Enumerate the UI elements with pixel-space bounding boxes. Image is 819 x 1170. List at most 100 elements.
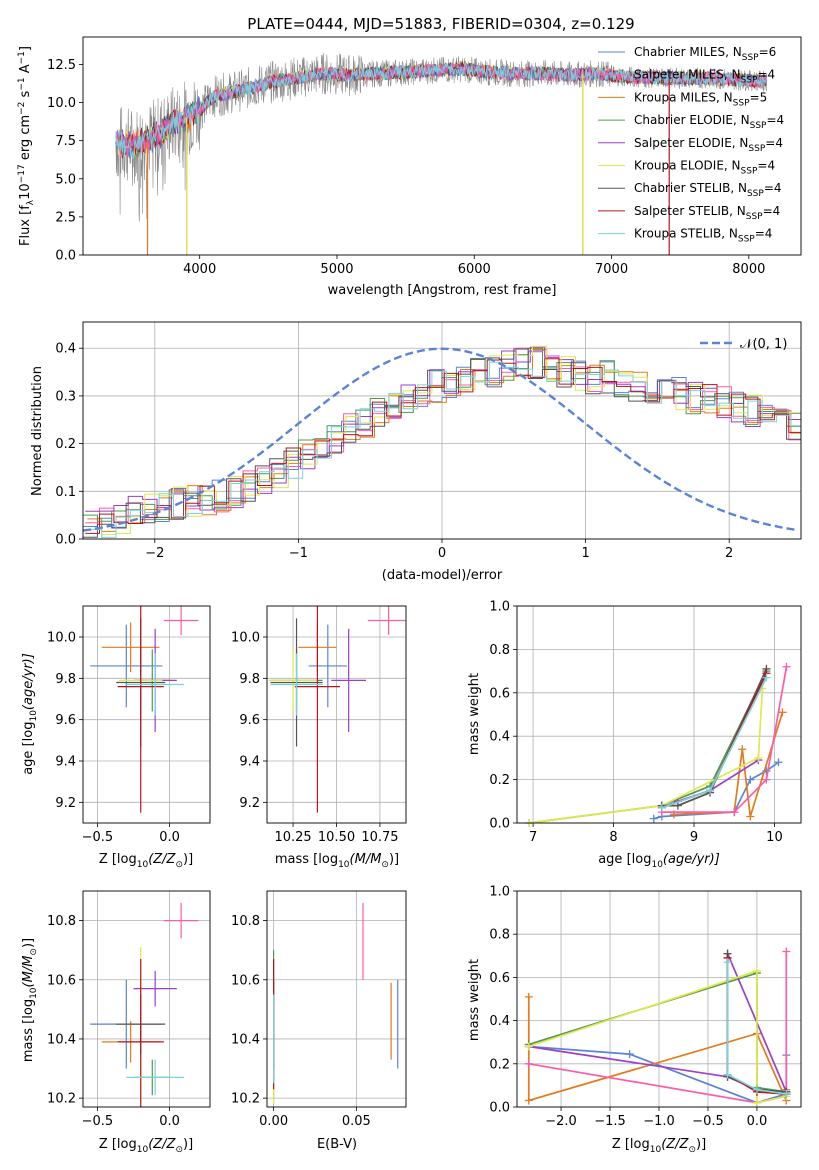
ageZ-ytick-label: 9.2 — [55, 796, 76, 811]
massE-xtick-label: 0.00 — [259, 1114, 288, 1129]
spectrum-xtick-label: 8000 — [732, 262, 765, 277]
spectrum-xlabel: wavelength [Angstrom, rest frame] — [328, 283, 557, 298]
wZ-marker — [752, 966, 761, 975]
spectrum-ytick-label: 5.0 — [55, 172, 76, 187]
legend-entry-label: Kroupa ELODIE, NSSP=4 — [634, 159, 775, 177]
wZ-marker — [723, 1070, 732, 1079]
hist-normal-curve — [83, 347, 799, 532]
massZ-ytick-label: 10.6 — [47, 973, 76, 988]
ageM-ytick-label: 9.6 — [239, 713, 260, 728]
plot-area: 4000 5000 6000 7000 80000.02.55.07.510.012.5… — [17, 36, 802, 1155]
spectrum-xtick-label: 6000 — [458, 262, 491, 277]
wZ-ytick-label: 0.4 — [489, 1014, 510, 1029]
wAge-marker — [774, 758, 783, 767]
wAge-ytick-label: 0.0 — [489, 817, 510, 832]
massZ-ytick-label: 10.8 — [47, 914, 76, 929]
wAge-ytick-label: 0.4 — [489, 730, 510, 745]
wAge-ytick-label: 0.6 — [489, 686, 510, 701]
massE-frame — [266, 890, 407, 1108]
ageZ-points — [90, 606, 199, 813]
wZ-xtick-label: −1.5 — [594, 1114, 626, 1129]
wAge-marker — [730, 808, 739, 817]
wAge-marker — [738, 745, 747, 754]
hist-ytick-label: 0.2 — [55, 437, 76, 452]
ageZ-axes: −0.5 0.0 9.2 9.4 9.6 9.8 10.0 — [47, 606, 210, 845]
wAge-xtick-label: 8 — [609, 830, 617, 845]
wAge-line — [528, 688, 764, 824]
spectrum-xtick-label: 4000 — [183, 262, 216, 277]
ageZ-xlabel: Z [log10(Z/Z⊙)] — [99, 852, 193, 870]
spectrum-ytick-label: 0.0 — [55, 249, 76, 264]
massE-xtick-label: 0.05 — [342, 1114, 371, 1129]
wAge-marker — [706, 786, 715, 795]
ageM-ytick-label: 9.8 — [239, 672, 260, 687]
wZ-xtick-label: −2.0 — [545, 1114, 577, 1129]
wAge-marker — [762, 775, 771, 784]
ageM-xtick-label: 10.50 — [318, 830, 355, 845]
wZ-ytick-label: 1.0 — [489, 885, 510, 900]
spectrum-xtick-label: 5000 — [320, 262, 353, 277]
legend-entry-label: Salpeter STELIB, NSSP=4 — [634, 204, 780, 222]
wAge-marker — [657, 803, 666, 812]
massE-ytick-label: 10.8 — [231, 914, 260, 929]
ageM-ytick-label: 10.0 — [231, 631, 260, 646]
wAge-ytick-label: 1.0 — [489, 600, 510, 615]
spectrum-model-kroupa_stelib — [115, 63, 768, 159]
legend-entry-label: Salpeter ELODIE, NSSP=4 — [634, 136, 783, 154]
wZ-xtick-label: 0.0 — [747, 1114, 768, 1129]
wZ-ylabel: mass weight — [467, 959, 482, 1041]
hist-series — [83, 345, 801, 539]
hist-step-kroupa_stelib — [87, 361, 801, 538]
legend-entry-label: Kroupa STELIB, NSSP=4 — [634, 227, 772, 245]
spectrum-ytick-label: 10.0 — [47, 96, 76, 111]
massZ-frame — [82, 890, 211, 1108]
wZ-marker — [524, 1059, 533, 1068]
hist-xlabel: (data-model)/error — [382, 568, 503, 583]
hist-legend-label: 𝒩(0, 1) — [740, 337, 787, 352]
wZ-marker — [524, 1042, 533, 1051]
wAge-line — [661, 666, 788, 813]
wAge-ytick-label: 0.2 — [489, 773, 510, 788]
hist-step-salpeter_miles — [85, 347, 801, 524]
spectrum-ytick-label: 7.5 — [55, 134, 76, 149]
figure-title: PLATE=0444, MJD=51883, FIBERID=0304, z=0… — [247, 15, 634, 33]
massZ-xtick-label: −0.5 — [82, 1114, 114, 1129]
massZ-ylabel: mass [log10(M/M⊙)] — [21, 938, 39, 1062]
hist-xtick-label: −2 — [145, 546, 164, 561]
massE-xlabel: E(B-V) — [317, 1137, 357, 1152]
hist-step-salpeter_elodie — [85, 346, 801, 512]
wAge-series — [525, 662, 791, 827]
spectrum-ytick-label: 2.5 — [55, 210, 76, 225]
ageZ-xtick-label: −0.5 — [82, 830, 114, 845]
wZ-series — [524, 947, 791, 1107]
hist-step-chabrier_stelib — [83, 348, 801, 538]
ageM-axes: 10.25 10.50 10.75 9.2 9.4 9.6 9.8 10.0 — [231, 606, 406, 845]
wZ-ytick-label: 0.8 — [489, 928, 510, 943]
wZ-xtick-label: −1.0 — [643, 1114, 675, 1129]
massE-points — [273, 902, 399, 1105]
wZ-xlabel: Z [log10(Z/Z⊙)] — [612, 1137, 706, 1155]
hist-xtick-label: −1 — [289, 546, 308, 561]
massZ-xlabel: Z [log10(Z/Z⊙)] — [99, 1137, 193, 1155]
legend-entry-label: Chabrier ELODIE, NSSP=4 — [634, 113, 784, 131]
ageZ-ylabel: age [log10(age/yr)] — [21, 653, 39, 775]
wAge-marker — [649, 814, 658, 823]
massZ-axes: −0.5 0.0 10.2 10.4 10.6 10.8 — [47, 891, 210, 1129]
wZ-marker — [625, 1050, 634, 1059]
spectrum-axes: 4000 5000 6000 7000 8000 0.0 2.5 5.0 7.5 10.0 12.5 — [47, 58, 765, 277]
spectrum-frame — [82, 36, 802, 256]
hist-step-salpeter_stelib — [85, 358, 801, 534]
ageM-ytick-label: 9.4 — [239, 755, 260, 770]
legend-entry-label: Salpeter MILES, NSSP=4 — [634, 68, 775, 86]
hist-frame — [82, 321, 802, 540]
legend-entry-label: Kroupa MILES, NSSP=5 — [634, 90, 767, 108]
ageM-xtick-label: 10.75 — [361, 830, 398, 845]
wZ-line — [726, 962, 787, 1095]
legend-entry-label: Chabrier MILES, NSSP=6 — [634, 45, 776, 63]
ageM-xtick-label: 10.25 — [274, 830, 311, 845]
wAge-xtick-label: 10 — [766, 830, 783, 845]
hist-step-kroupa_elodie — [87, 345, 801, 539]
wZ-frame — [516, 890, 802, 1108]
wAge-marker — [778, 708, 787, 717]
